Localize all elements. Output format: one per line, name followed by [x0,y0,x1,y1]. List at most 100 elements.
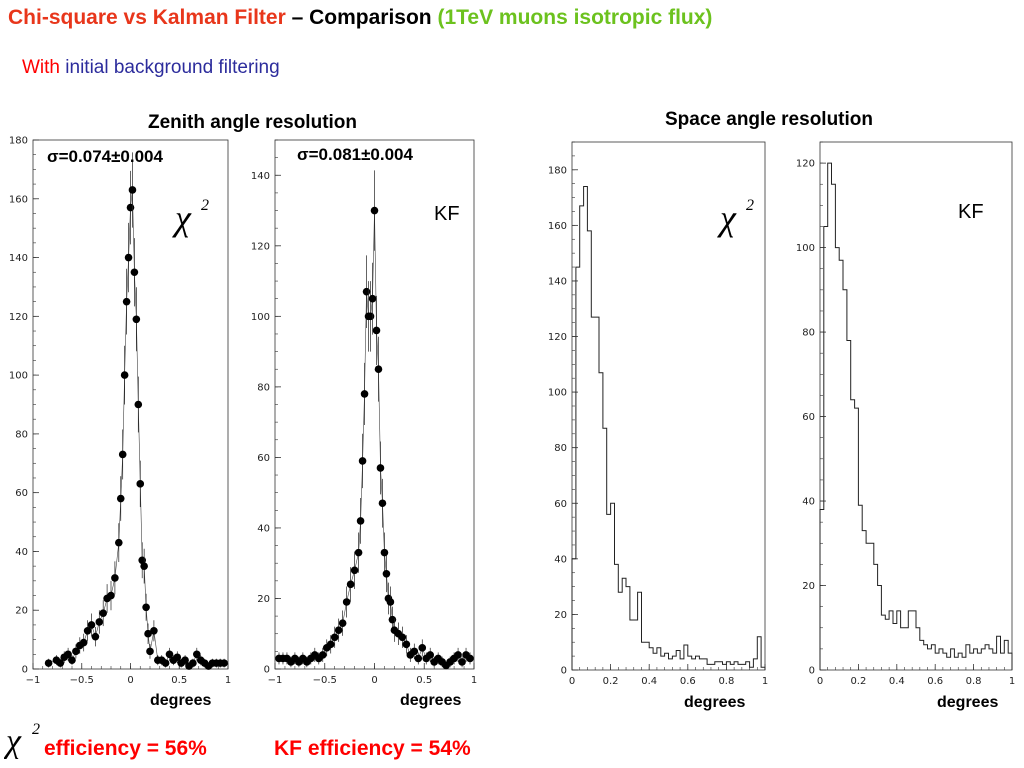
y-tick-label: 140 [251,171,270,182]
y-tick-label: 120 [9,312,28,323]
x-tick-label: 0.8 [718,676,734,687]
data-point [64,650,72,659]
sigma-annotation: σ=0.074±0.004 [47,147,164,166]
data-point [68,656,76,664]
data-point [360,390,369,398]
y-tick-label: 40 [257,523,270,534]
data-point [122,297,131,306]
y-tick-label: 140 [9,253,28,264]
x-tick-label: 0 [817,676,823,687]
y-tick-label: 80 [554,443,567,454]
data-point [115,538,123,547]
data-point [140,562,148,570]
data-point [334,626,343,635]
y-tick-label: 140 [548,276,567,287]
y-tick-label: 100 [9,371,28,382]
y-tick-label: 60 [802,412,815,423]
data-point [107,591,115,600]
x-tick-label: 0 [569,676,575,687]
svg-text:2: 2 [32,721,40,738]
data-point [374,365,383,374]
data-point [378,499,387,508]
data-point [132,315,141,324]
title-part-comparison: – Comparison [285,6,438,29]
chi-efficiency: efficiency = 56% [44,737,207,760]
fit-curve [279,210,471,666]
x-tick-label: 1 [471,675,477,686]
data-point [120,371,129,379]
y-tick-label: 160 [9,194,28,205]
data-point [193,650,201,659]
data-point [181,656,189,664]
data-point [370,206,379,215]
y-tick-label: 60 [15,488,28,499]
space-chi2-chart: 0 20 40 60 80 100 120 140 160 180 0 0.2 0.4 0.6 0.8 1 χ 2 [548,141,768,687]
y-tick-label: 100 [796,243,815,254]
plot-frame [819,141,1013,671]
zenith-chi2-chart: 0 20 40 60 80 100 120 140 160 180 −1 −0.5 0 0.5 1 χ 2 σ=0… [9,136,231,687]
x-tick-label: 0.4 [641,676,657,687]
data-point [358,457,367,465]
panel-label-chi-superscript: 2 [201,197,209,214]
y-tick-label: 0 [22,665,28,676]
y-tick-label: 20 [15,606,28,617]
data-point [146,647,154,656]
data-point [410,647,419,656]
data-point [372,326,381,335]
y-tick-label: 60 [257,453,270,464]
y-tick-label: 180 [9,136,28,147]
data-point [128,186,137,194]
panel-label: KF [434,203,460,225]
data-point [354,548,363,557]
data-point [173,653,182,662]
panel-label-chi: χ [172,198,192,238]
y-tick-label: 120 [796,159,815,170]
y-tick-label: 40 [802,497,815,508]
data-point [91,632,100,641]
data-point [126,203,135,212]
zenith-section-title: Zenith angle resolution [148,112,358,133]
space-section-title: Space angle resolution [665,109,873,130]
data-point [346,580,355,589]
panel-label: KF [958,201,984,223]
x-tick-label: 0.5 [416,675,432,686]
y-tick-label: 100 [548,388,567,399]
y-tick-label: 0 [809,666,815,677]
y-tick-label: 0 [264,665,270,676]
y-tick-label: 160 [548,221,567,232]
subtitle-with: With [22,57,66,78]
fit-curve [48,189,225,667]
data-point [326,640,335,649]
plot-frame [571,141,766,671]
panel-label-chi-superscript: 2 [746,197,754,214]
data-point [458,658,466,666]
data-point [318,651,327,659]
y-tick-label: 120 [251,241,270,252]
data-point [99,609,107,617]
data-point [414,654,423,663]
title-part-flux: (1TeV muons isotropic flux) [437,6,713,29]
data-point [150,626,158,635]
x-tick-label: 0.6 [680,676,696,687]
data-point [466,654,474,663]
subtitle-filtering: initial background filtering [65,57,280,78]
data-point [382,569,391,578]
page-title: Chi-square vs Kalman Filter – Comparison… [8,6,712,30]
sigma-annotation: σ=0.081±0.004 [297,145,414,164]
data-point [454,651,462,659]
data-point [189,659,197,667]
histogram-bars [819,162,1013,670]
x-tick-label: 0.8 [966,676,982,687]
y-tick-label: 20 [802,581,815,592]
data-point [79,638,88,647]
data-point [130,268,139,277]
y-tick-label: 0 [561,666,567,677]
x-tick-label: 0 [127,675,133,686]
chi-square-symbol: χ 2 [4,721,40,760]
histogram-bars [571,186,766,670]
zenith-kf-chart: 0 20 40 60 80 100 120 140 −1 −0.5 0 0.5 1 KF σ=0.081±0… [251,139,477,686]
y-tick-label: 120 [548,332,567,343]
data-point [95,618,104,626]
data-point [388,615,397,624]
data-point [56,659,65,667]
